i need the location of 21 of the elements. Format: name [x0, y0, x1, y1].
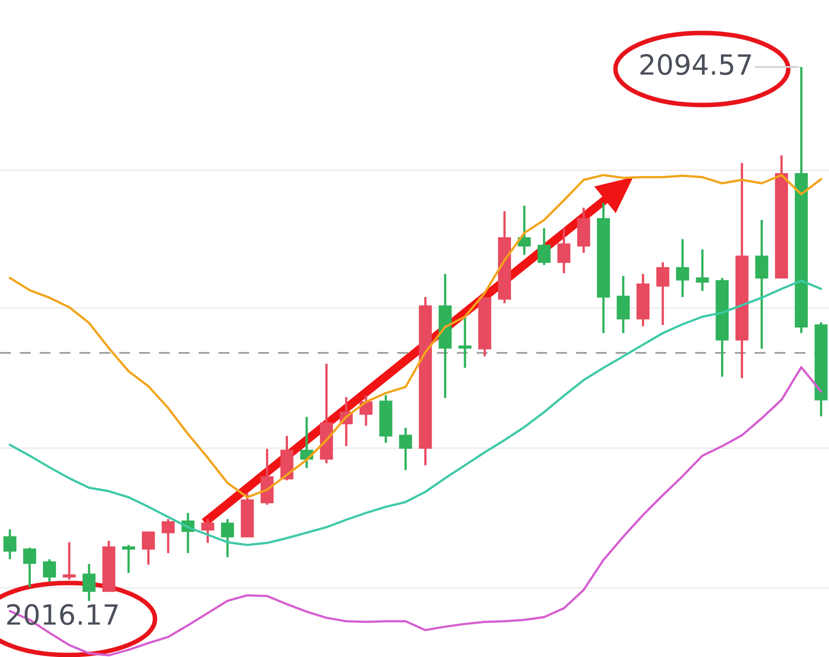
candlestick — [616, 274, 630, 334]
candlestick — [201, 518, 214, 544]
candlestick — [696, 248, 709, 292]
candlestick — [42, 558, 56, 583]
candlestick — [656, 261, 670, 326]
candlestick — [518, 204, 531, 256]
candlestick — [23, 546, 36, 588]
annotation: 2094.57 — [640, 54, 751, 76]
candlestick — [162, 518, 175, 554]
candlestick — [458, 316, 472, 369]
candlestick — [557, 227, 570, 274]
candlestick — [676, 238, 690, 298]
candlestick — [82, 562, 96, 602]
candlestick — [399, 426, 412, 472]
candlestick — [142, 530, 155, 566]
candlestick — [122, 544, 136, 574]
candlestick — [3, 528, 16, 560]
candlestick — [755, 218, 768, 350]
candlestick — [538, 227, 551, 266]
candlestick — [221, 518, 234, 558]
candlestick — [62, 541, 76, 581]
